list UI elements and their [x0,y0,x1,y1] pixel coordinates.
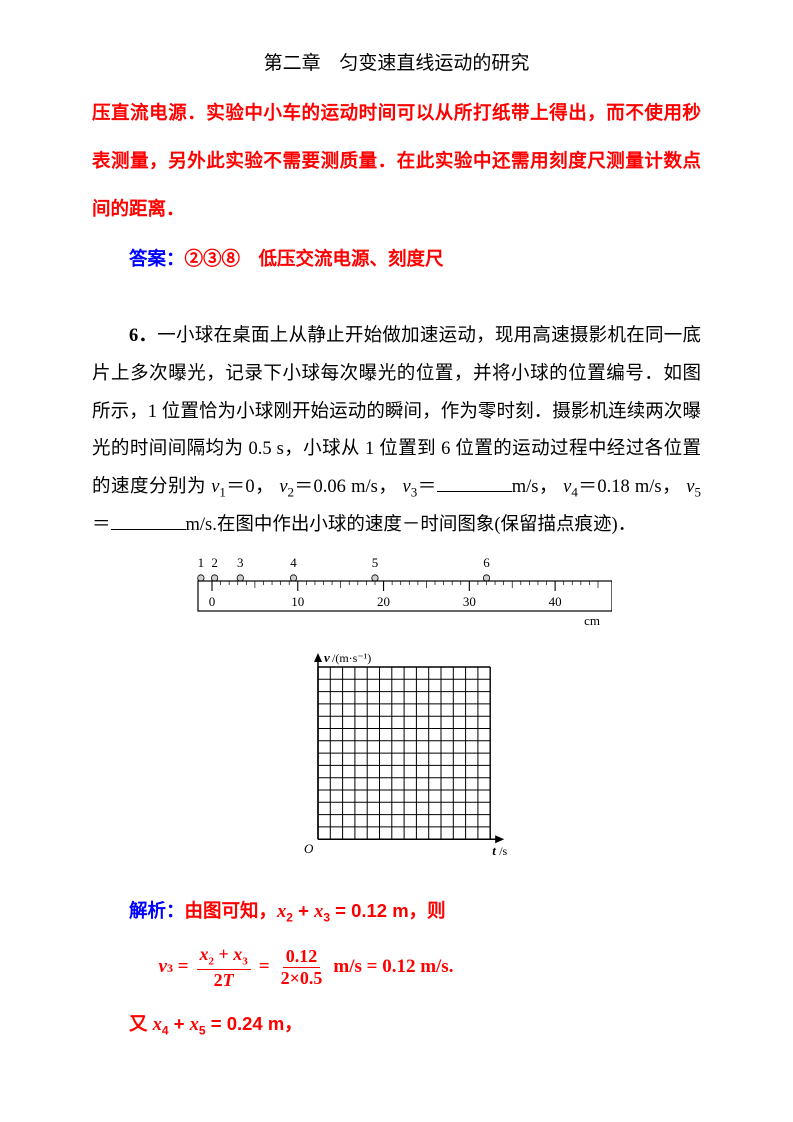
f-v: v [159,956,167,977]
f-eq2: = [259,956,270,978]
f2-den: 2×0.5 [278,968,326,988]
eq-012: = 0.12 m，则 [330,900,446,921]
svg-text:3: 3 [237,555,244,570]
svg-text:v: v [324,650,330,665]
blank-v5 [111,509,186,530]
problem-6: 6．一小球在桌面上从静止开始做加速运动，现用高速摄影机在同一底片上多次曝光，记录… [92,318,701,546]
f1n-plus: + [214,944,233,964]
solution-paragraph: 压直流电源．实验中小车的运动时间可以从所打纸带上得出，而不使用秒表测量，另外此实… [92,89,701,233]
chapter-number: 第二章 [264,53,321,74]
problem-number: 6． [129,326,157,346]
f-result: m/s = 0.12 m/s. [333,956,453,978]
svg-text:5: 5 [371,555,378,570]
analysis-pre: 由图可知， [185,900,278,921]
analysis-line2: 又 x4 + x5 = 0.24 m， [92,1010,701,1038]
blank2-unit: m/s. [186,515,217,535]
l2-x5-sub: 5 [199,1024,206,1038]
svg-text:/(m·s⁻¹): /(m·s⁻¹) [332,651,371,665]
svg-text:20: 20 [377,594,390,609]
v2-sym: v [279,477,287,497]
x3-sym: x [314,902,323,922]
f1n-b: x [233,944,242,964]
v5-eq: ＝ [92,515,111,535]
analysis-line1: 解析：由图可知，x2 + x3 = 0.12 m，则 [92,891,701,933]
svg-text:6: 6 [483,555,490,570]
f1d-2: 2 [214,970,223,990]
l2-plus: + [169,1013,190,1034]
sep2: ， [378,477,398,497]
v1-val: ＝0 [226,477,255,497]
svg-text:4: 4 [290,555,297,570]
svg-text:2: 2 [211,555,218,570]
answer-value: ②③⑧ 低压交流电源、刻度尺 [185,248,444,269]
v5-sub: 5 [694,485,701,500]
f2-num: 0.12 [283,947,321,968]
svg-text:10: 10 [291,594,304,609]
x2-sym: x [277,902,286,922]
formula-v3: v 3 = x2 + x3 2T = 0.12 2×0.5 m/s = 0.12 … [159,945,702,990]
sep3: ， [538,477,558,497]
sep4: ， [662,477,682,497]
frac1: x2 + x3 2T [197,945,251,990]
svg-text:cm: cm [584,613,600,628]
grid-figure: v/(m·s⁻¹) Ot/s [282,647,512,865]
v2-val: ＝0.06 m/s [294,477,378,497]
blank1-unit: m/s [512,477,539,497]
l2-eq: = 0.24 m， [206,1013,303,1034]
svg-text:1: 1 [197,555,204,570]
answer-line: 答案：②③⑧ 低压交流电源、刻度尺 [92,237,701,281]
l2-x4: x [153,1015,162,1035]
problem-text: 一小球在桌面上从静止开始做加速运动，现用高速摄影机在同一底片上多次曝光，记录下小… [92,326,701,498]
plus1: + [293,900,314,921]
ruler-figure: 12 3 4 5 6 0 10 20 30 40 cm [182,553,612,631]
analysis-label: 解析： [129,900,185,921]
v3-sym: v [402,477,410,497]
f1d-T: T [223,970,234,990]
l2-x5: x [190,1015,199,1035]
figures: 12 3 4 5 6 0 10 20 30 40 cm v/(m·s⁻¹) Ot/s [92,553,701,865]
sep1: ， [255,477,275,497]
chapter-title: 匀变速直线运动的研究 [339,53,529,74]
svg-text:0: 0 [208,594,215,609]
blank-v3 [437,471,512,492]
f1n-a: x [200,944,209,964]
svg-text:t: t [492,843,496,858]
x3-sub: 3 [323,911,330,925]
svg-text:30: 30 [462,594,475,609]
f1n-b-sub: 3 [242,955,248,967]
v3-eq: ＝ [417,477,437,497]
f-eq1: = [173,956,189,977]
svg-text:40: 40 [548,594,561,609]
l2-pre: 又 [129,1013,153,1034]
v4-val: ＝0.18 m/s [578,477,662,497]
frac2: 0.12 2×0.5 [278,947,326,988]
svg-text:O: O [304,841,314,856]
page-header: 第二章 匀变速直线运动的研究 [92,48,701,75]
answer-label: 答案： [129,248,185,269]
svg-text:/s: /s [499,844,507,858]
problem-tail: 在图中作出小球的速度－时间图象(保留描点痕迹)． [217,515,636,535]
page: 第二章 匀变速直线运动的研究 压直流电源．实验中小车的运动时间可以从所打纸带上得… [0,0,793,1122]
l2-x4-sub: 4 [162,1024,169,1038]
x2-sub: 2 [286,911,293,925]
